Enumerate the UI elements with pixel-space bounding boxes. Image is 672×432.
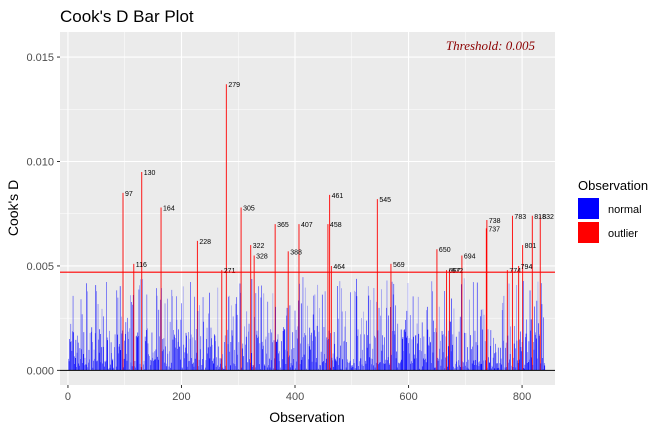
threshold-annotation: Threshold: 0.005 <box>446 38 536 53</box>
legend-label-normal: normal <box>608 204 642 216</box>
legend-title: Observation <box>578 178 648 193</box>
outlier-label: 737 <box>488 226 500 233</box>
x-tick-label: 600 <box>399 391 417 403</box>
outlier-label: 458 <box>330 222 342 229</box>
outlier-label: 832 <box>542 214 554 221</box>
legend-key-outlier <box>578 222 599 243</box>
outlier-label: 388 <box>290 249 302 256</box>
outlier-label: 365 <box>277 222 289 229</box>
x-tick-label: 200 <box>172 391 190 403</box>
y-axis: 0.000 0.005 0.010 0.015 <box>26 52 60 377</box>
legend-label-outlier: outlier <box>608 228 638 240</box>
bars-layer <box>68 84 546 371</box>
outlier-label: 305 <box>243 205 255 212</box>
x-tick-label: 800 <box>513 391 531 403</box>
y-tick-label: 0.010 <box>26 157 54 169</box>
outlier-label: 794 <box>521 264 533 271</box>
x-axis: 0 200 400 600 800 <box>65 385 531 403</box>
outlier-label: 694 <box>464 253 476 260</box>
outlier-label: 279 <box>228 82 240 89</box>
outlier-label: 783 <box>514 214 526 221</box>
outlier-label: 461 <box>332 193 344 200</box>
outlier-label: 328 <box>256 253 268 260</box>
y-axis-title: Cook's D <box>5 180 21 236</box>
y-tick-label: 0.000 <box>26 365 54 377</box>
outlier-label: 130 <box>144 170 156 177</box>
outlier-label: 322 <box>253 243 265 250</box>
outlier-label: 464 <box>333 264 345 271</box>
x-tick-label: 0 <box>65 391 71 403</box>
y-tick-label: 0.005 <box>26 261 54 273</box>
outlier-label: 650 <box>439 247 451 254</box>
x-tick-label: 400 <box>286 391 304 403</box>
y-tick-label: 0.015 <box>26 52 54 64</box>
outlier-label: 407 <box>301 222 313 229</box>
outlier-label: 569 <box>393 262 405 269</box>
outlier-label: 116 <box>136 262 147 269</box>
outlier-label: 801 <box>525 243 537 250</box>
outlier-label: 97 <box>125 191 133 198</box>
legend-key-normal <box>578 198 599 219</box>
outlier-label: 818 <box>534 214 546 221</box>
outlier-label: 164 <box>163 205 175 212</box>
outlier-label: 545 <box>379 197 391 204</box>
reference-lines <box>60 271 555 371</box>
chart-title: Cook's D Bar Plot <box>60 7 194 26</box>
outlier-label: 738 <box>489 218 501 225</box>
legend: Observation normal outlier <box>578 178 648 243</box>
outlier-label: 228 <box>199 239 211 246</box>
x-axis-title: Observation <box>269 409 344 425</box>
grid-minor <box>60 32 555 385</box>
